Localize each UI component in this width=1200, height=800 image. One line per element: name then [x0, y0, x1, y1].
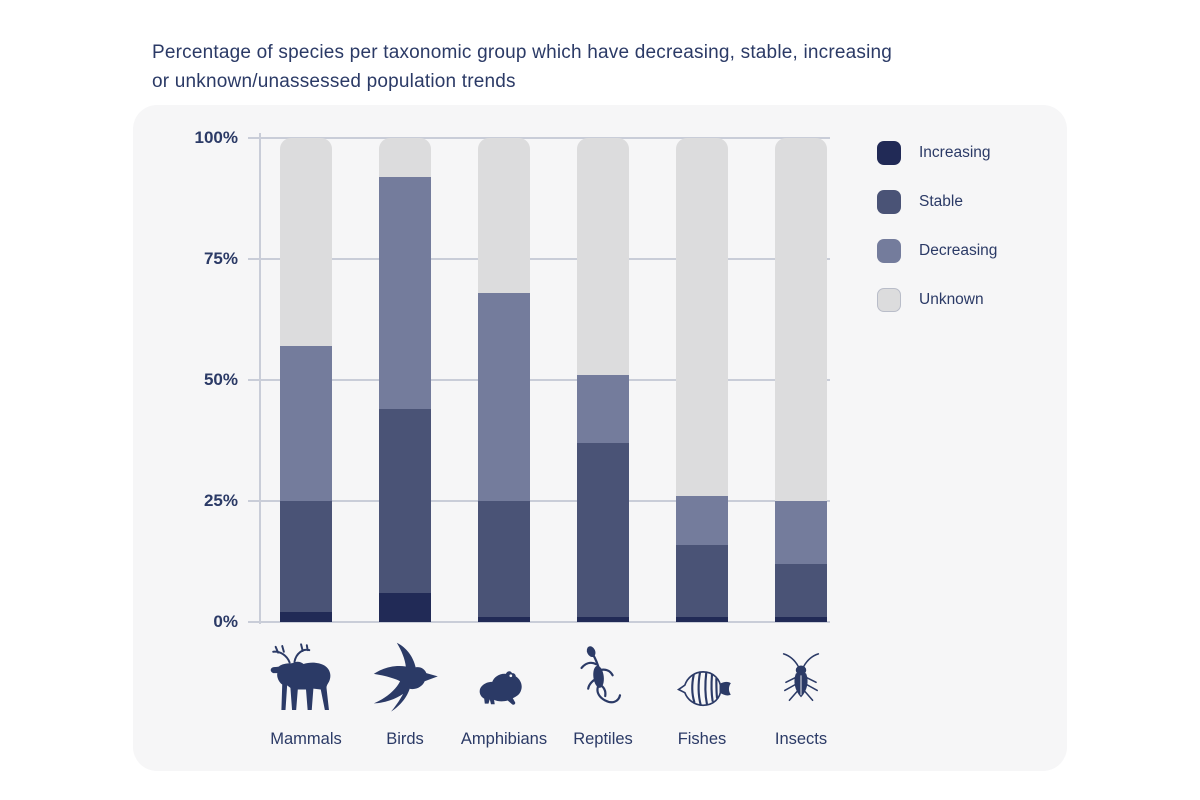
bar-segment-amphibians-unknown [478, 138, 530, 293]
bar-segment-mammals-increasing [280, 612, 332, 622]
bar-segment-reptiles-unknown [577, 138, 629, 376]
chart-title: Percentage of species per taxonomic grou… [152, 38, 892, 96]
legend-label: Decreasing [919, 242, 998, 259]
bar-segment-amphibians-increasing [478, 617, 530, 622]
bar-segment-fishes-decreasing [676, 496, 728, 545]
legend-swatch-stable [877, 190, 901, 214]
bar-segment-insects-stable [775, 563, 827, 618]
legend: Increasing Stable Decreasing Unknown [877, 141, 997, 337]
legend-swatch-increasing [877, 141, 901, 165]
y-axis-line [259, 133, 261, 624]
gridline-100 [248, 137, 830, 139]
bar-reptiles [577, 138, 629, 622]
legend-swatch-unknown [877, 288, 901, 312]
bar-segment-birds-stable [379, 409, 431, 593]
x-item-birds: Birds [356, 638, 455, 749]
y-axis-label-0: 0% [213, 612, 238, 631]
bar-segment-birds-decreasing [379, 176, 431, 410]
plot-area [260, 138, 830, 622]
bar-segment-fishes-unknown [676, 138, 728, 497]
x-label-birds: Birds [386, 730, 424, 748]
gridline-50 [248, 379, 830, 381]
x-item-amphibians: Amphibians [455, 638, 554, 749]
bar-segment-amphibians-stable [478, 501, 530, 618]
cockroach-icon [772, 638, 830, 716]
bar-segment-reptiles-increasing [577, 617, 629, 622]
bar-segment-mammals-stable [280, 501, 332, 613]
y-axis-label-100: 100% [194, 128, 238, 147]
x-label-reptiles: Reptiles [573, 730, 633, 748]
x-item-insects: Insects [752, 638, 851, 749]
legend-item-stable: Stable [877, 190, 997, 214]
bar-insects [775, 138, 827, 622]
legend-label: Increasing [919, 144, 991, 161]
x-label-insects: Insects [774, 730, 828, 748]
x-item-mammals: Mammals [257, 638, 356, 749]
x-label-fishes: Fishes [677, 730, 727, 748]
frog-icon [473, 638, 535, 716]
bar-segment-reptiles-decreasing [577, 375, 629, 443]
bar-segment-mammals-unknown [280, 138, 332, 347]
gridline-75 [248, 258, 830, 260]
moose-icon [265, 638, 347, 716]
legend-label: Unknown [919, 291, 984, 308]
bar-segment-insects-increasing [775, 617, 827, 622]
chart-title-line2: or unknown/unassessed population trends [152, 71, 516, 92]
bar-segment-amphibians-decreasing [478, 292, 530, 501]
legend-swatch-decreasing [877, 239, 901, 263]
bar-birds [379, 138, 431, 622]
butterflyfish-icon [671, 638, 734, 716]
gridline-25 [248, 500, 830, 502]
bar-segment-fishes-increasing [676, 617, 728, 622]
bar-segment-birds-increasing [379, 592, 431, 622]
legend-item-increasing: Increasing [877, 141, 997, 165]
bar-amphibians [478, 138, 530, 622]
y-axis-label-25: 25% [203, 491, 238, 510]
x-label-amphibians: Amphibians [460, 730, 548, 748]
y-axis-label-50: 50% [203, 370, 238, 389]
bar-mammals [280, 138, 332, 622]
x-label-mammals: Mammals [270, 730, 342, 748]
legend-label: Stable [919, 193, 963, 210]
legend-item-decreasing: Decreasing [877, 239, 997, 263]
bar-segment-insects-unknown [775, 138, 827, 501]
bar-segment-birds-unknown [379, 138, 431, 177]
chart-title-line1: Percentage of species per taxonomic grou… [152, 42, 893, 63]
legend-item-unknown: Unknown [877, 288, 997, 312]
x-item-reptiles: Reptiles [554, 638, 653, 749]
x-item-fishes: Fishes [653, 638, 752, 749]
swallow-icon [364, 638, 446, 716]
bar-segment-fishes-stable [676, 544, 728, 618]
chart-card: 100% 75% 50% 25% 0% Mammals Birds [133, 105, 1067, 771]
gridline-0 [248, 621, 830, 623]
y-axis-label-75: 75% [203, 249, 238, 268]
lizard-icon [566, 638, 640, 716]
bar-segment-insects-decreasing [775, 501, 827, 564]
bar-segment-reptiles-stable [577, 442, 629, 618]
bar-segment-mammals-decreasing [280, 346, 332, 501]
bar-fishes [676, 138, 728, 622]
